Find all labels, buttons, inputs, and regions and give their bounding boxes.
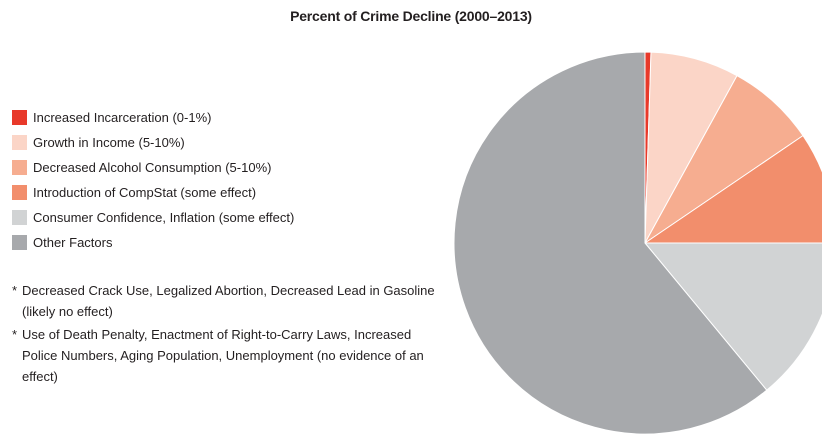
legend-item-compstat: Introduction of CompStat (some effect) bbox=[12, 180, 432, 205]
legend-item-other-factors: Other Factors bbox=[12, 230, 432, 255]
chart-title: Percent of Crime Decline (2000–2013) bbox=[290, 8, 532, 24]
footnote-bullet: * bbox=[12, 327, 18, 342]
legend-item-alcohol: Decreased Alcohol Consumption (5-10%) bbox=[12, 155, 432, 180]
footnote-text: Decreased Crack Use, Legalized Abortion,… bbox=[22, 283, 435, 319]
legend-swatch bbox=[12, 135, 27, 150]
footnote-no-evidence: * Use of Death Penalty, Enactment of Rig… bbox=[12, 324, 442, 387]
legend-item-income: Growth in Income (5-10%) bbox=[12, 130, 432, 155]
legend-swatch bbox=[12, 110, 27, 125]
pie-slice-compstat bbox=[643, 134, 822, 244]
legend-item-consumer-confidence: Consumer Confidence, Inflation (some eff… bbox=[12, 205, 432, 230]
chart-legend: Increased Incarceration (0-1%) Growth in… bbox=[12, 105, 432, 255]
legend-label: Increased Incarceration (0-1%) bbox=[33, 110, 212, 125]
legend-swatch bbox=[12, 210, 27, 225]
pie-slice-other-factors bbox=[453, 51, 768, 435]
footnote-likely-no-effect: * Decreased Crack Use, Legalized Abortio… bbox=[12, 280, 442, 322]
legend-swatch bbox=[12, 160, 27, 175]
legend-item-incarceration: Increased Incarceration (0-1%) bbox=[12, 105, 432, 130]
footnotes: * Decreased Crack Use, Legalized Abortio… bbox=[12, 280, 442, 389]
pie-slice-consumer-confidence bbox=[643, 242, 822, 391]
legend-label: Growth in Income (5-10%) bbox=[33, 135, 185, 150]
legend-label: Decreased Alcohol Consumption (5-10%) bbox=[33, 160, 272, 175]
legend-swatch bbox=[12, 185, 27, 200]
legend-swatch bbox=[12, 235, 27, 250]
legend-label: Introduction of CompStat (some effect) bbox=[33, 185, 257, 200]
legend-label: Other Factors bbox=[33, 235, 113, 250]
legend-label: Consumer Confidence, Inflation (some eff… bbox=[33, 210, 295, 225]
footnote-text: Use of Death Penalty, Enactment of Right… bbox=[22, 327, 424, 384]
footnote-bullet: * bbox=[12, 283, 18, 298]
